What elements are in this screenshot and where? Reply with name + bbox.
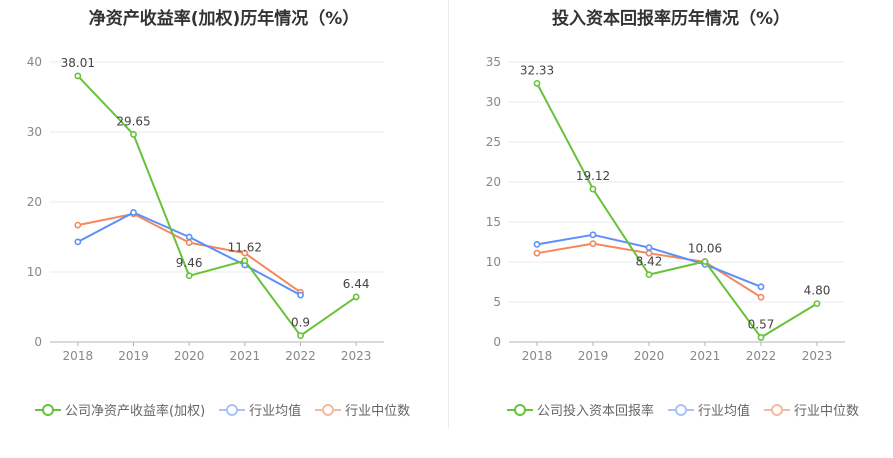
- industry-median-series-point: [241, 249, 249, 257]
- company-series-point: [757, 334, 765, 341]
- company-series-point: [701, 258, 709, 265]
- legend-label: 行业中位数: [794, 404, 860, 419]
- legend-item-company[interactable]: 公司净资产收益率(加权): [35, 400, 205, 419]
- company-series-line: [77, 75, 357, 337]
- industry-average-series-point: [757, 283, 765, 291]
- company-series-point: [533, 79, 541, 87]
- x-tick-label: 2018: [63, 349, 94, 363]
- industry-median-series-point: [589, 240, 597, 247]
- legend-marker-icon: [764, 403, 791, 417]
- legend-marker-icon: [219, 403, 246, 417]
- y-tick-label: 0: [34, 335, 42, 349]
- roic-chart-panel: 投入资本回报率历年情况（%） 0 5 10 15 20 25 30 35 2018 2019 202…: [449, 0, 893, 458]
- industry-median-series-point: [533, 249, 541, 257]
- company-series-point: [645, 271, 653, 279]
- roe-line-chart: 0 10 20 30 40 2018 2019 2020 2021 2022 2023 38.01 29…: [27, 55, 384, 363]
- y-tick-label: 0: [493, 335, 501, 349]
- industry-median-series-point: [185, 239, 193, 246]
- company-series-point: [813, 300, 821, 307]
- legend-label: 公司净资产收益率(加权): [65, 404, 206, 419]
- industry-median-series-point: [74, 221, 82, 229]
- x-tick-label: 2022: [746, 349, 777, 363]
- legend-item-industry-average[interactable]: 行业均值: [668, 400, 750, 419]
- legend-label: 行业均值: [698, 404, 751, 419]
- data-label: 0.9: [291, 316, 310, 330]
- y-tick-label: 10: [486, 255, 501, 269]
- legend-item-industry-median[interactable]: 行业中位数: [764, 400, 859, 419]
- company-series-point: [297, 332, 304, 340]
- x-tick-label: 2022: [285, 349, 316, 363]
- x-tick-label: 2023: [341, 349, 372, 363]
- data-label: 6.44: [343, 277, 370, 291]
- roe-chart-panel: 净资产收益率(加权)历年情况（%） 0 10 20 30 40 2018 2019 2020 2…: [27, 9, 424, 419]
- x-tick-label: 2021: [230, 349, 261, 363]
- y-tick-label: 15: [486, 215, 501, 229]
- industry-average-series-line: [77, 211, 301, 296]
- industry-median-series-line: [77, 212, 302, 294]
- legend-item-industry-median[interactable]: 行业中位数: [315, 400, 410, 419]
- panel-divider: [448, 0, 449, 428]
- company-series-point: [185, 272, 193, 280]
- x-tick-label: 2019: [578, 349, 609, 363]
- legend-marker-icon: [507, 403, 533, 417]
- company-series-point: [352, 293, 360, 301]
- company-series-line: [536, 82, 818, 339]
- legend-item-company[interactable]: 公司投入资本回报率: [507, 400, 654, 419]
- legend-label: 行业均值: [249, 404, 302, 419]
- company-series-point: [241, 257, 249, 265]
- x-tick-label: 2020: [634, 349, 665, 363]
- y-tick-label: 35: [486, 55, 501, 69]
- legend-marker-icon: [315, 403, 342, 417]
- data-label: 19.12: [576, 169, 610, 183]
- industry-average-series-point: [185, 233, 193, 241]
- company-series-point: [130, 131, 137, 138]
- chart-title: 投入资本回报率历年情况（%）: [551, 9, 791, 29]
- chart-title: 净资产收益率(加权)历年情况（%）: [88, 9, 360, 29]
- industry-average-series-point: [533, 240, 541, 248]
- legend-label: 行业中位数: [345, 404, 411, 419]
- y-tick-label: 5: [493, 295, 501, 309]
- industry-median-series-point: [757, 293, 765, 301]
- x-tick-label: 2018: [522, 349, 553, 363]
- industry-average-series-point: [74, 238, 82, 246]
- y-tick-label: 30: [27, 125, 42, 139]
- y-tick-label: 10: [27, 265, 42, 279]
- company-series-point: [74, 72, 82, 80]
- data-label: 9.46: [176, 256, 203, 270]
- legend-marker-icon: [668, 403, 695, 417]
- data-label: 32.33: [520, 63, 554, 77]
- x-tick-label: 2019: [118, 349, 149, 363]
- y-tick-label: 40: [27, 55, 42, 69]
- data-label: 4.80: [804, 284, 831, 298]
- data-label: 38.01: [61, 56, 95, 70]
- data-label: 10.06: [688, 242, 722, 256]
- roic-line-chart: 0 5 10 15 20 25 30 35 2018 2019 2020 2021 2022 2023 32…: [486, 55, 845, 363]
- data-label: 29.65: [116, 114, 150, 128]
- company-series-point: [589, 185, 597, 193]
- industry-average-series-point: [130, 209, 137, 216]
- industry-average-series-point: [645, 244, 653, 251]
- y-tick-label: 30: [486, 95, 501, 109]
- y-tick-label: 20: [27, 195, 42, 209]
- chart-legend: 公司投入资本回报率 行业均值 行业中位数: [507, 400, 873, 419]
- legend-marker-icon: [35, 403, 61, 417]
- legend-label: 公司投入资本回报率: [537, 404, 655, 419]
- data-label: 8.42: [636, 255, 663, 269]
- industry-average-series-point: [297, 291, 304, 299]
- x-tick-label: 2020: [174, 349, 205, 363]
- legend-item-industry-average[interactable]: 行业均值: [219, 400, 301, 419]
- data-label: 0.57: [748, 317, 775, 331]
- data-label: 11.62: [228, 241, 262, 255]
- x-tick-label: 2021: [690, 349, 721, 363]
- industry-average-series-point: [589, 231, 597, 239]
- y-tick-label: 20: [486, 175, 501, 189]
- x-tick-label: 2023: [802, 349, 833, 363]
- chart-legend: 公司净资产收益率(加权) 行业均值 行业中位数: [35, 400, 424, 419]
- y-tick-label: 25: [486, 135, 501, 149]
